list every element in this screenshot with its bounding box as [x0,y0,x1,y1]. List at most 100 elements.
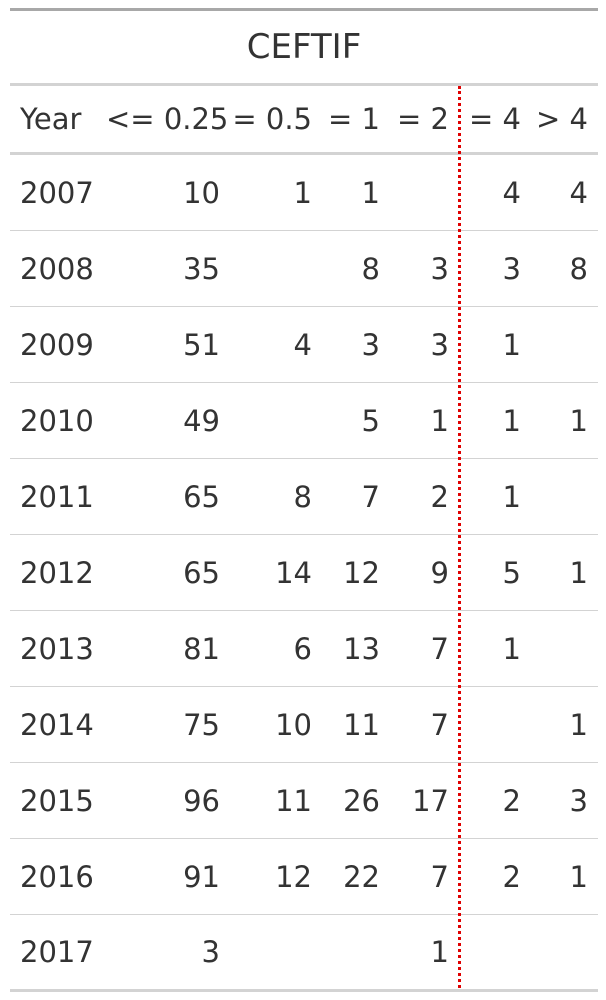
count-cell: 91 [106,838,230,915]
count-cell: 75 [106,686,230,763]
year-cell: 2016 [10,838,106,915]
count-cell: 35 [106,230,230,307]
count-cell: 49 [106,382,230,459]
count-cell: 96 [106,762,230,839]
count-cell [230,382,322,459]
column-header: = 4 [459,86,531,155]
column-header: Year [10,86,106,155]
count-cell: 1 [531,686,598,763]
count-cell: 7 [322,458,390,535]
count-cell: 1 [230,153,322,231]
table-row: 2011 65 8 7 2 1 [10,458,598,535]
count-cell: 26 [322,762,390,839]
year-cell: 2012 [10,534,106,611]
column-header: = 0.5 [230,86,322,155]
table-row: 2014 75 10 11 7 1 [10,686,598,763]
count-cell: 1 [459,610,531,687]
year-cell: 2008 [10,230,106,307]
count-cell: 11 [230,762,322,839]
count-cell [531,458,598,535]
count-cell: 6 [230,610,322,687]
header-row: Year <= 0.25 = 0.5 = 1 = 2 = 4 > 4 [10,86,598,155]
column-header: = 2 [390,86,459,155]
count-cell: 2 [390,458,459,535]
table-row: 2017 3 1 [10,914,598,992]
count-cell [531,610,598,687]
count-cell: 2 [459,762,531,839]
table-body: 2007 10 1 1 4 4 2008 35 8 3 3 8 2009 51 4 3 3 1 2010 49 5 1 1 1… [10,153,598,992]
count-cell: 2 [459,838,531,915]
count-cell [230,230,322,307]
count-cell: 4 [531,153,598,231]
count-cell: 11 [322,686,390,763]
count-cell: 9 [390,534,459,611]
count-cell: 3 [390,306,459,383]
count-cell: 1 [531,534,598,611]
count-cell: 12 [230,838,322,915]
count-cell: 65 [106,534,230,611]
count-cell: 4 [459,153,531,231]
count-cell: 3 [322,306,390,383]
ceftif-table-container: CEFTIF Year <= 0.25 = 0.5 = 1 = 2 = 4 > 4 2007… [10,8,598,992]
count-cell [230,914,322,992]
table-row: 2012 65 14 12 9 5 1 [10,534,598,611]
year-cell: 2013 [10,610,106,687]
count-cell: 3 [459,230,531,307]
count-cell: 12 [322,534,390,611]
count-cell: 17 [390,762,459,839]
table-row: 2015 96 11 26 17 2 3 [10,762,598,839]
year-cell: 2009 [10,306,106,383]
count-cell: 7 [390,838,459,915]
count-cell: 8 [230,458,322,535]
year-cell: 2011 [10,458,106,535]
count-cell: 1 [459,382,531,459]
top-rule [10,8,598,11]
count-cell: 8 [322,230,390,307]
count-cell [531,914,598,992]
count-cell: 81 [106,610,230,687]
count-cell: 10 [230,686,322,763]
count-cell [322,914,390,992]
year-cell: 2017 [10,914,106,992]
count-cell: 1 [531,382,598,459]
count-cell: 1 [459,306,531,383]
count-cell: 1 [531,838,598,915]
count-cell: 10 [106,153,230,231]
count-cell: 1 [459,458,531,535]
count-cell: 1 [390,382,459,459]
count-cell: 65 [106,458,230,535]
column-header: <= 0.25 [106,86,230,155]
count-cell [459,914,531,992]
table-title: CEFTIF [10,11,598,86]
table-row: 2007 10 1 1 4 4 [10,153,598,231]
count-cell: 8 [531,230,598,307]
count-cell: 3 [106,914,230,992]
count-cell: 7 [390,610,459,687]
count-cell: 1 [322,153,390,231]
count-cell: 5 [459,534,531,611]
table-row: 2016 91 12 22 7 2 1 [10,838,598,915]
column-header: = 1 [322,86,390,155]
count-cell [390,153,459,231]
table-row: 2010 49 5 1 1 1 [10,382,598,459]
ceftif-table: Year <= 0.25 = 0.5 = 1 = 2 = 4 > 4 2007 10 1 1 4 4 2… [10,86,598,992]
count-cell: 13 [322,610,390,687]
count-cell: 3 [390,230,459,307]
year-cell: 2010 [10,382,106,459]
table-row: 2008 35 8 3 3 8 [10,230,598,307]
year-cell: 2015 [10,762,106,839]
year-cell: 2007 [10,153,106,231]
table-row: 2013 81 6 13 7 1 [10,610,598,687]
count-cell [459,686,531,763]
table-row: 2009 51 4 3 3 1 [10,306,598,383]
count-cell: 5 [322,382,390,459]
count-cell: 4 [230,306,322,383]
year-cell: 2014 [10,686,106,763]
count-cell: 22 [322,838,390,915]
count-cell: 51 [106,306,230,383]
count-cell: 14 [230,534,322,611]
count-cell: 3 [531,762,598,839]
column-header: > 4 [531,86,598,155]
count-cell: 7 [390,686,459,763]
count-cell: 1 [390,914,459,992]
